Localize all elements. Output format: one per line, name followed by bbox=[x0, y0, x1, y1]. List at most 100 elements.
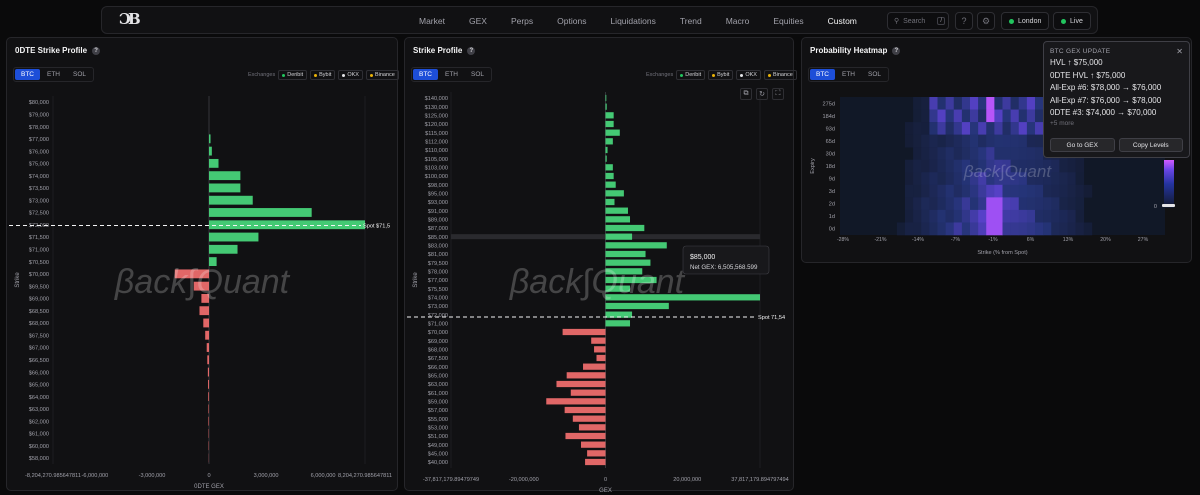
go-to-gex-button[interactable]: Go to GEX bbox=[1050, 138, 1115, 152]
heatmap-cell bbox=[1018, 97, 1028, 110]
heatmap-cell bbox=[1026, 172, 1036, 186]
strike-tick-label: $140,000 bbox=[425, 96, 448, 102]
heatmap-cell bbox=[978, 209, 987, 223]
gex-bar bbox=[564, 406, 606, 414]
heatmap-cell bbox=[1026, 209, 1036, 223]
heatmap-cell bbox=[961, 184, 971, 198]
region-selector[interactable]: London bbox=[1001, 12, 1050, 30]
info-icon[interactable]: ? bbox=[92, 46, 101, 55]
heatmap-cell bbox=[905, 172, 914, 186]
heatmap-cell bbox=[929, 222, 938, 236]
x-tick-label: 20,000,000 bbox=[673, 477, 701, 483]
exchange-chip[interactable]: Binance bbox=[365, 70, 399, 80]
info-icon[interactable]: ? bbox=[467, 46, 476, 55]
watermark-text: βack∫Quant bbox=[509, 263, 686, 301]
fullscreen-icon[interactable]: ⛶ bbox=[772, 88, 784, 100]
nav-gex[interactable]: GEX bbox=[468, 16, 487, 26]
tab-eth[interactable]: ETH bbox=[445, 71, 458, 78]
strike-tick-label: $110,000 bbox=[425, 148, 448, 154]
tab-sol[interactable]: SOL bbox=[471, 71, 485, 78]
nav-market[interactable]: Market bbox=[419, 16, 445, 26]
info-icon[interactable]: ? bbox=[892, 46, 901, 55]
backquant-logo[interactable]: ƆB bbox=[119, 10, 141, 28]
heatmap-cell bbox=[921, 97, 930, 110]
settings-icon[interactable]: ⚙ bbox=[977, 12, 995, 30]
nav-liquidations[interactable]: Liquidations bbox=[610, 16, 656, 26]
chart-strike-profile[interactable]: $140,000 $130,000 $125,000 $120,000 $115,000… bbox=[405, 38, 795, 492]
heatmap-cell bbox=[945, 197, 955, 211]
heatmap-cell bbox=[929, 159, 938, 173]
heatmap-cell bbox=[921, 222, 930, 236]
notification-line: All-Exp #7: $76,000 → $78,000 bbox=[1050, 95, 1162, 105]
heatmap-cell bbox=[961, 134, 971, 148]
nav-macro[interactable]: Macro bbox=[725, 16, 750, 26]
copy-icon[interactable]: ⧉ bbox=[740, 88, 752, 100]
tab-btc[interactable]: BTC bbox=[15, 69, 40, 80]
help-icon[interactable]: ? bbox=[955, 12, 973, 30]
strike-tick-label: $73,000 bbox=[428, 304, 448, 310]
exchange-chip[interactable]: OKX bbox=[736, 70, 761, 80]
heatmap-cell bbox=[1002, 209, 1011, 223]
gex-bar bbox=[546, 398, 606, 405]
heatmap-cell bbox=[961, 172, 971, 186]
y-tick-label: 184d bbox=[823, 114, 835, 120]
strike-tick-label: $78,000 bbox=[29, 125, 49, 131]
heatmap-cell bbox=[1035, 122, 1044, 135]
copy-levels-button[interactable]: Copy Levels bbox=[1118, 138, 1183, 152]
exchange-chip[interactable]: Bybit bbox=[310, 70, 336, 80]
heatmap-cell bbox=[921, 134, 930, 148]
tab-eth[interactable]: ETH bbox=[842, 71, 855, 78]
heatmap-cell bbox=[1002, 147, 1011, 161]
heatmap-cell bbox=[945, 184, 955, 198]
nav-perps[interactable]: Perps bbox=[510, 16, 534, 26]
heatmap-cell bbox=[970, 134, 979, 148]
heatmap-cell bbox=[986, 134, 995, 148]
nav-custom[interactable]: Custom bbox=[827, 16, 857, 26]
heatmap-cell bbox=[970, 209, 979, 223]
strike-tick-label: $83,000 bbox=[428, 244, 448, 250]
nav-equities[interactable]: Equities bbox=[773, 16, 804, 26]
close-icon[interactable]: ✕ bbox=[1176, 47, 1183, 56]
nav-options[interactable]: Options bbox=[557, 16, 587, 26]
exchange-chip[interactable]: Deribit bbox=[278, 70, 308, 80]
exchange-chip[interactable]: OKX bbox=[338, 70, 363, 80]
heatmap-cell bbox=[986, 122, 995, 135]
asset-tabs: BTC ETH SOL bbox=[411, 67, 493, 82]
heatmap-cell bbox=[994, 172, 1003, 186]
heatmap-cell bbox=[953, 97, 963, 110]
nav-trend[interactable]: Trend bbox=[679, 16, 702, 26]
tab-eth[interactable]: ETH bbox=[47, 71, 60, 78]
reset-icon[interactable]: ↻ bbox=[756, 88, 768, 100]
heatmap-cell bbox=[913, 122, 922, 135]
heatmap-cell bbox=[970, 97, 979, 110]
tab-btc[interactable]: BTC bbox=[413, 69, 438, 80]
live-indicator[interactable]: Live bbox=[1053, 12, 1091, 30]
spot-label: Spot $71,5 bbox=[363, 224, 390, 230]
exchange-chip[interactable]: Binance bbox=[763, 70, 797, 80]
notification-more[interactable]: +5 more bbox=[1050, 119, 1075, 127]
exchange-chip[interactable]: Bybit bbox=[708, 70, 734, 80]
strike-tick-label: $68,000 bbox=[29, 321, 49, 327]
heatmap-cell bbox=[929, 184, 938, 198]
tab-sol[interactable]: SOL bbox=[868, 71, 882, 78]
exchange-chip[interactable]: Deribit bbox=[676, 70, 706, 80]
heatmap-cell bbox=[945, 147, 955, 161]
heatmap-cell bbox=[1018, 159, 1028, 173]
heatmap-cell bbox=[921, 147, 930, 161]
heatmap-cell bbox=[1067, 209, 1076, 223]
tab-sol[interactable]: SOL bbox=[73, 71, 87, 78]
search-button[interactable]: ⚲ Search / bbox=[887, 12, 949, 30]
panel-title: 0DTE Strike Profile ? bbox=[15, 46, 101, 55]
heatmap-cell bbox=[1043, 222, 1052, 236]
strike-tick-label: $73,500 bbox=[29, 186, 49, 192]
heatmap-cell bbox=[1010, 147, 1020, 161]
heatmap-cell bbox=[978, 134, 987, 148]
heatmap-cell bbox=[986, 184, 995, 198]
heatmap-cell bbox=[905, 222, 914, 236]
chart-0dte-strike-profile[interactable]: $80,000 $79,000 $78,000 $77,000 $76,000 $75,0… bbox=[7, 38, 399, 492]
heatmap-cell bbox=[961, 159, 971, 173]
tab-btc[interactable]: BTC bbox=[810, 69, 835, 80]
heatmap-cell bbox=[905, 159, 914, 173]
strike-tick-label: $125,000 bbox=[425, 114, 448, 120]
strike-tick-label: $70,000 bbox=[29, 272, 49, 278]
